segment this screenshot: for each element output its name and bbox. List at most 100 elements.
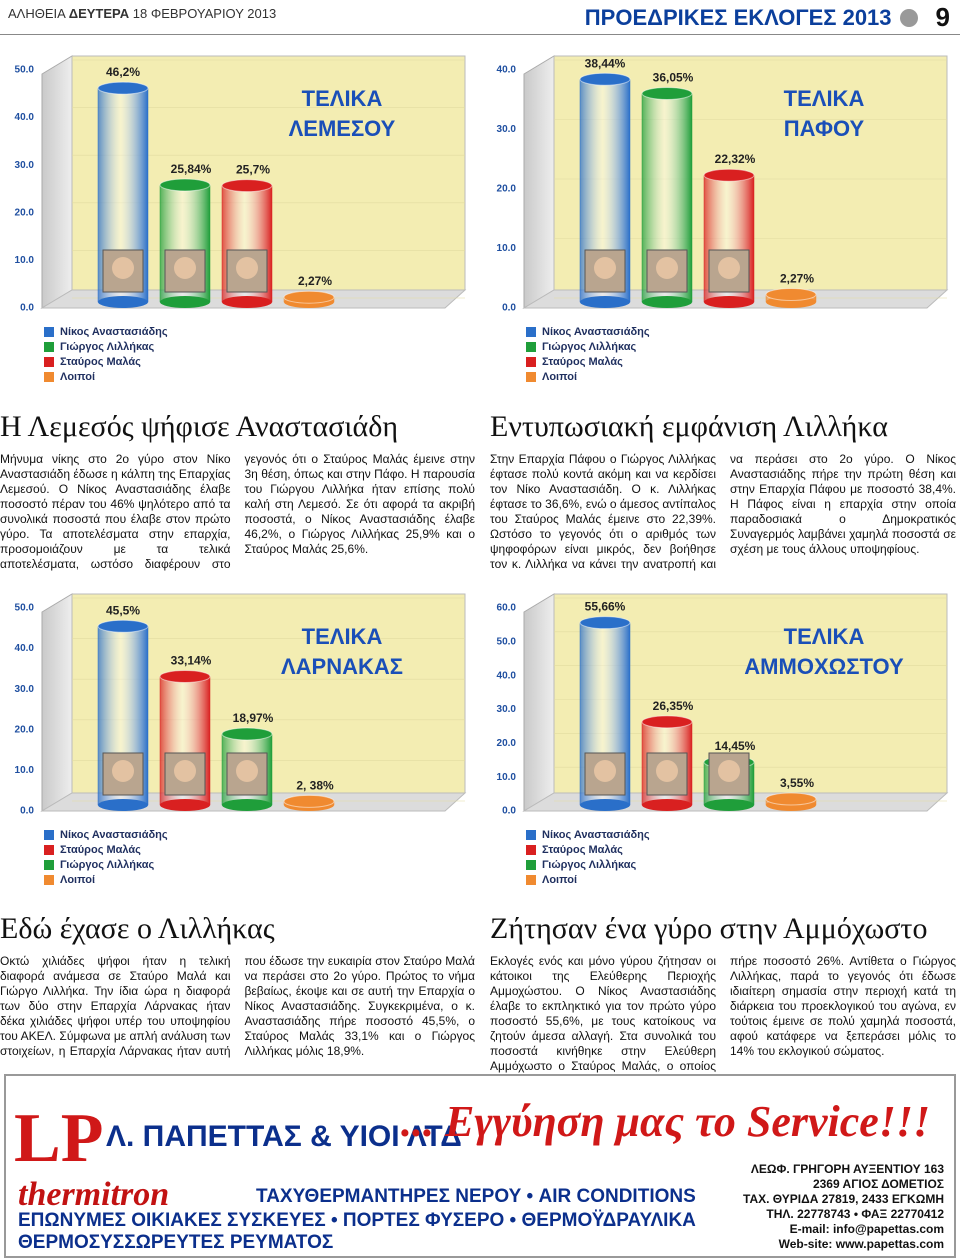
header-rule xyxy=(0,34,960,35)
legend-label: Σταύρος Μαλάς xyxy=(542,356,623,368)
article: Εδώ έχασε ο Λιλλήκας Οκτώ χιλιάδες ψήφοι… xyxy=(0,912,475,1059)
photo-face xyxy=(594,760,616,782)
bar-top xyxy=(579,616,631,630)
ad-brand: thermitron xyxy=(18,1176,170,1213)
legend-swatch xyxy=(526,342,536,352)
chart-title: ΛΑΡΝΑΚΑΣ xyxy=(281,654,403,679)
y-tick-label: 20.0 xyxy=(497,184,517,195)
value-label: 14,45% xyxy=(715,739,756,753)
bar-bottom xyxy=(580,296,630,308)
y-tick-label: 10.0 xyxy=(15,255,35,266)
article-title: Εντυπωσιακή εμφάνιση Λιλλήκα xyxy=(490,410,888,443)
article: Ζήτησαν ένα γύρο στην Αμμόχωστο Εκλογές … xyxy=(490,912,956,1074)
bar-top xyxy=(641,87,693,101)
page-number: 9 xyxy=(935,2,950,32)
ad-contact: ΛΕΩΦ. ΓΡΗΓΟΡΗ ΑΥΞΕΝΤΙΟΥ 163 2369 ΑΓΙΟΣ Δ… xyxy=(743,1162,944,1252)
ad-contact-line: 2369 ΑΓΙΟΣ ΔΟΜΕΤΙΟΣ xyxy=(812,1177,944,1191)
article: Εντυπωσιακή εμφάνιση Λιλλήκα Στην Επαρχί… xyxy=(490,410,956,572)
chart-title: ΑΜΜΟΧΩΣΤΟΥ xyxy=(744,654,904,679)
legend-label: Σταύρος Μαλάς xyxy=(542,844,623,856)
ad-contact-line: Web-site: www.papettas.com xyxy=(778,1237,944,1251)
legend-label: Σταύρος Μαλάς xyxy=(60,844,141,856)
chart-title: ΤΕΛΙΚΑ xyxy=(302,86,383,111)
photo-face xyxy=(718,760,740,782)
ad-slogan: ... Εγγύηση μας το Service!!! xyxy=(401,1097,931,1146)
bar-top xyxy=(641,715,693,729)
legend-swatch xyxy=(526,357,536,367)
legend-label: Σταύρος Μαλάς xyxy=(60,356,141,368)
side-wall xyxy=(523,593,555,812)
chart-title: ΤΕΛΙΚΑ xyxy=(784,86,865,111)
chart: 0.0 10.0 20.0 30.0 40.0 50.0 45,5% 33,14% 18,97%… xyxy=(15,593,467,886)
article-body: Μήνυμα νίκης στο 2ο γύρο στον Νίκο Αναστ… xyxy=(0,452,475,571)
chart: 0.0 10.0 20.0 30.0 40.0 38,44% 36,05% 22,32% 2,2… xyxy=(497,55,949,383)
value-label: 25,84% xyxy=(171,162,212,176)
newspaper-name: ΑΛΗΘΕΙΑ xyxy=(8,6,66,21)
bar-bottom xyxy=(98,799,148,811)
bar-bottom xyxy=(222,799,272,811)
photo-face xyxy=(174,257,196,279)
legend-swatch xyxy=(526,372,536,382)
y-tick-label: 0.0 xyxy=(502,806,516,817)
legend-swatch xyxy=(526,860,536,870)
value-label: 2, 38% xyxy=(296,778,334,792)
photo-face xyxy=(718,257,740,279)
y-tick-label: 30.0 xyxy=(15,160,35,171)
bar-bottom xyxy=(642,296,692,308)
side-wall xyxy=(523,55,555,309)
side-wall xyxy=(41,593,73,812)
photo-face xyxy=(112,257,134,279)
bar-bottom xyxy=(160,296,210,308)
y-tick-label: 20.0 xyxy=(15,207,35,218)
article-title: Η Λεμεσός ψήφισε Αναστασιάδη xyxy=(0,410,399,443)
ad-products: ΤΑΧΥΘΕΡΜΑΝΤΗΡΕΣ ΝΕΡΟΥ • AIR CONDITIONS xyxy=(256,1186,696,1207)
value-label: 26,35% xyxy=(653,699,694,713)
legend-label: Λοιποί xyxy=(542,371,577,383)
article-body: Στην Επαρχία Πάφου ο Γιώργος Λιλλήκας έφ… xyxy=(490,452,956,571)
y-tick-label: 40.0 xyxy=(15,112,35,123)
value-label: 2,27% xyxy=(298,274,332,288)
ad-logo: LP xyxy=(14,1100,104,1177)
legend-swatch xyxy=(44,860,54,870)
value-label: 46,2% xyxy=(106,65,140,79)
legend-swatch xyxy=(526,845,536,855)
article-body: Οκτώ χιλιάδες ψήφοι ήταν η τελική διαφορ… xyxy=(0,954,475,1058)
photo-face xyxy=(594,257,616,279)
ad-products: ΕΠΩΝΥΜΕΣ ΟΙΚΙΑΚΕΣ ΣΥΣΚΕΥΕΣ • ΠΟΡΤΕΣ ΦΥΣΕ… xyxy=(18,1210,696,1231)
ad-contact-line: ΛΕΩΦ. ΓΡΗΓΟΡΗ ΑΥΞΕΝΤΙΟΥ 163 xyxy=(750,1162,944,1176)
legend-swatch xyxy=(526,830,536,840)
bar-top xyxy=(159,178,211,192)
y-tick-label: 20.0 xyxy=(15,724,35,735)
legend-label: Γιώργος Λιλλήκας xyxy=(542,859,636,871)
ad-contact-line: ΤΑΧ. ΘΥΡΙΔΑ 27819, 2433 ΕΓΚΩΜΗ xyxy=(743,1192,944,1206)
side-wall xyxy=(41,55,73,309)
header-left: ΑΛΗΘΕΙΑ ΔΕΥΤΕΡΑ 18 ΦΕΒΡΟΥΑΡΙΟΥ 2013 xyxy=(8,6,276,21)
y-tick-label: 60.0 xyxy=(497,603,517,614)
y-tick-label: 30.0 xyxy=(497,704,517,715)
legend-label: Λοιποί xyxy=(60,371,95,383)
legend-swatch xyxy=(44,875,54,885)
ad-products: ΘΕΡΜΟΣΥΣΣΩΡΕΥΤΕΣ ΡΕΥΜΑΤΟΣ xyxy=(18,1232,334,1253)
value-label: 2,27% xyxy=(780,271,814,285)
article-title: Ζήτησαν ένα γύρο στην Αμμόχωστο xyxy=(490,912,928,945)
bar-top xyxy=(221,727,273,741)
legend-swatch xyxy=(526,875,536,885)
ad-contact-line: E-mail: info@papettas.com xyxy=(789,1222,944,1236)
y-tick-label: 30.0 xyxy=(15,684,35,695)
legend-swatch xyxy=(44,372,54,382)
value-label: 36,05% xyxy=(653,71,694,85)
bar-top xyxy=(765,792,817,806)
value-label: 55,66% xyxy=(585,600,626,614)
legend-swatch xyxy=(44,845,54,855)
y-tick-label: 50.0 xyxy=(497,636,517,647)
legend-label: Νίκος Αναστασιάδης xyxy=(542,326,650,338)
chart-title: ΠΑΦΟΥ xyxy=(784,116,865,141)
y-tick-label: 10.0 xyxy=(15,765,35,776)
y-tick-label: 0.0 xyxy=(20,806,34,817)
legend-label: Λοιποί xyxy=(60,874,95,886)
value-label: 3,55% xyxy=(780,776,814,790)
bar-bottom xyxy=(160,799,210,811)
legend-label: Γιώργος Λιλλήκας xyxy=(542,341,636,353)
value-label: 45,5% xyxy=(106,603,140,617)
